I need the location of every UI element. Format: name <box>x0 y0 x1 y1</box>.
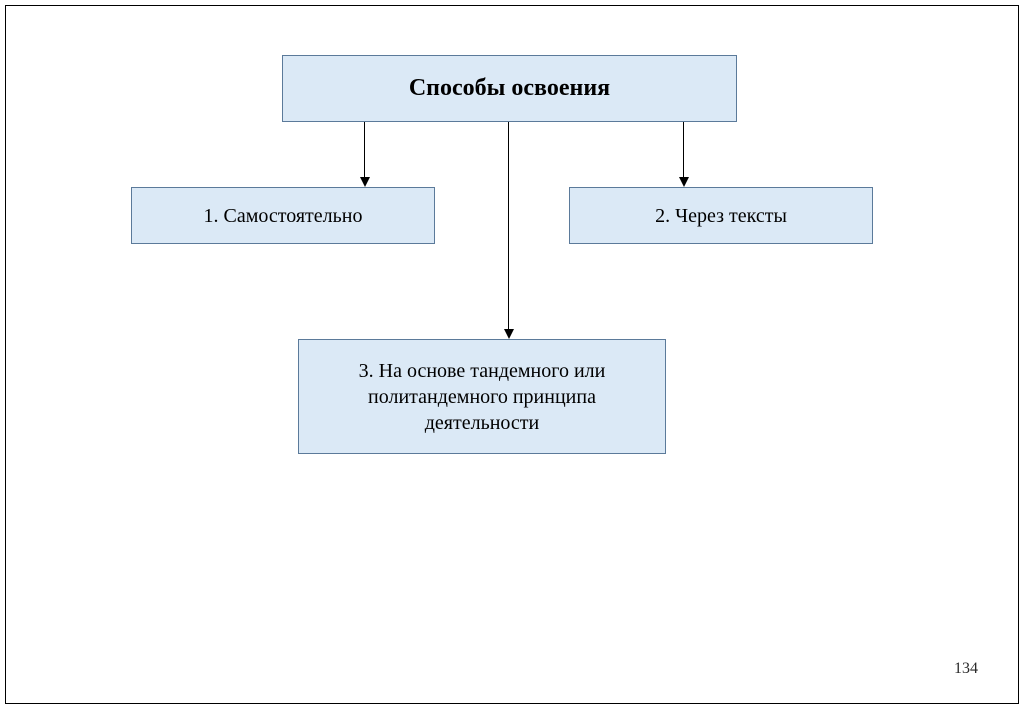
arrow-line-2 <box>683 122 684 177</box>
child-label-2: 2. Через тексты <box>655 203 787 229</box>
page-frame: Способы освоения 1. Самостоятельно 2. Че… <box>5 5 1019 704</box>
child-box-1: 1. Самостоятельно <box>131 187 435 244</box>
arrow-line-3 <box>508 122 509 329</box>
arrow-line-1 <box>364 122 365 177</box>
arrow-head-3 <box>504 329 514 339</box>
root-label: Способы освоения <box>409 73 610 104</box>
root-box: Способы освоения <box>282 55 737 122</box>
page-number: 134 <box>954 660 978 678</box>
arrow-head-2 <box>679 177 689 187</box>
child-label-1: 1. Самостоятельно <box>204 203 363 229</box>
arrow-head-1 <box>360 177 370 187</box>
child-box-3: 3. На основе тандемного или политандемно… <box>298 339 666 454</box>
child-box-2: 2. Через тексты <box>569 187 873 244</box>
child-label-3: 3. На основе тандемного или политандемно… <box>319 358 645 436</box>
